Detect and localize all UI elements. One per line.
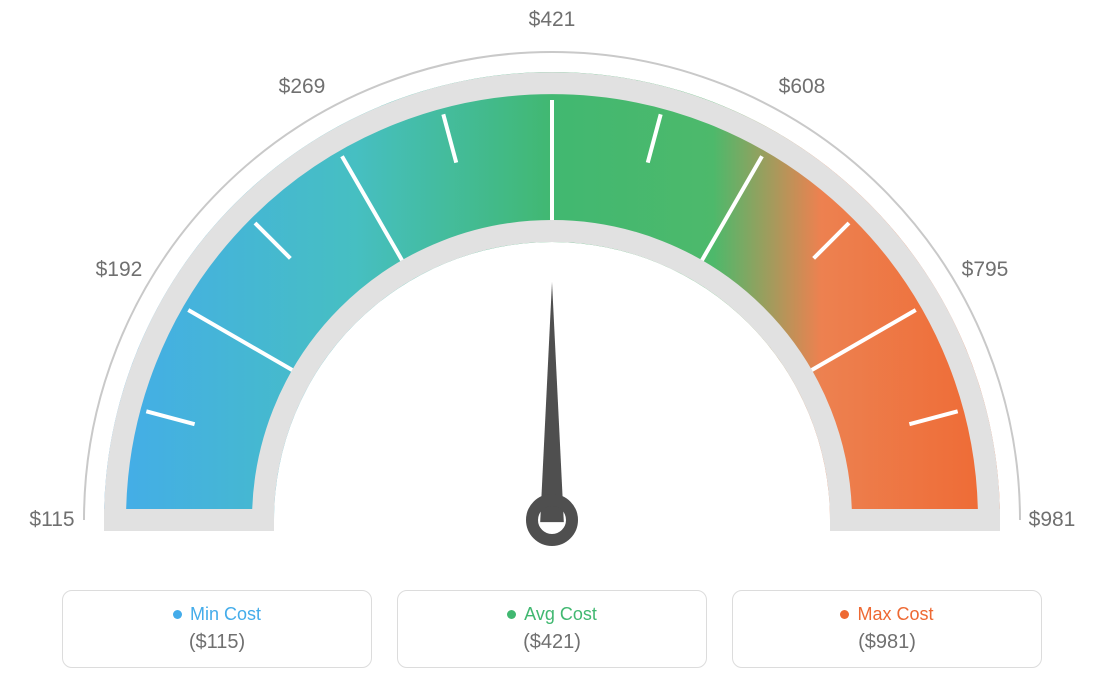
- scale-label: $115: [29, 508, 74, 532]
- legend-label-row: Min Cost: [173, 604, 261, 625]
- scale-label: $269: [279, 75, 326, 99]
- legend-name: Min Cost: [190, 604, 261, 625]
- legend-row: Min Cost ($115) Avg Cost ($421) Max Cost ($98…: [62, 590, 1042, 668]
- legend-label-row: Max Cost: [840, 604, 933, 625]
- legend-box: Max Cost ($981): [732, 590, 1042, 668]
- gauge-needle: [540, 282, 564, 522]
- legend-name: Max Cost: [857, 604, 933, 625]
- legend-dot-icon: [840, 610, 849, 619]
- legend-name: Avg Cost: [524, 604, 597, 625]
- scale-label: $192: [96, 258, 143, 282]
- legend-box: Avg Cost ($421): [397, 590, 707, 668]
- legend-value: ($421): [523, 631, 581, 654]
- legend-label-row: Avg Cost: [507, 604, 597, 625]
- legend-dot-icon: [173, 610, 182, 619]
- scale-label: $421: [529, 8, 576, 32]
- gauge-svg: [62, 10, 1042, 570]
- legend-value: ($981): [858, 631, 916, 654]
- legend-box: Min Cost ($115): [62, 590, 372, 668]
- gauge-chart: $115$192$269$421$608$795$981: [62, 10, 1042, 570]
- legend-dot-icon: [507, 610, 516, 619]
- scale-label: $608: [779, 75, 826, 99]
- legend-value: ($115): [189, 631, 245, 654]
- scale-label: $981: [1029, 508, 1076, 532]
- scale-label: $795: [962, 258, 1009, 282]
